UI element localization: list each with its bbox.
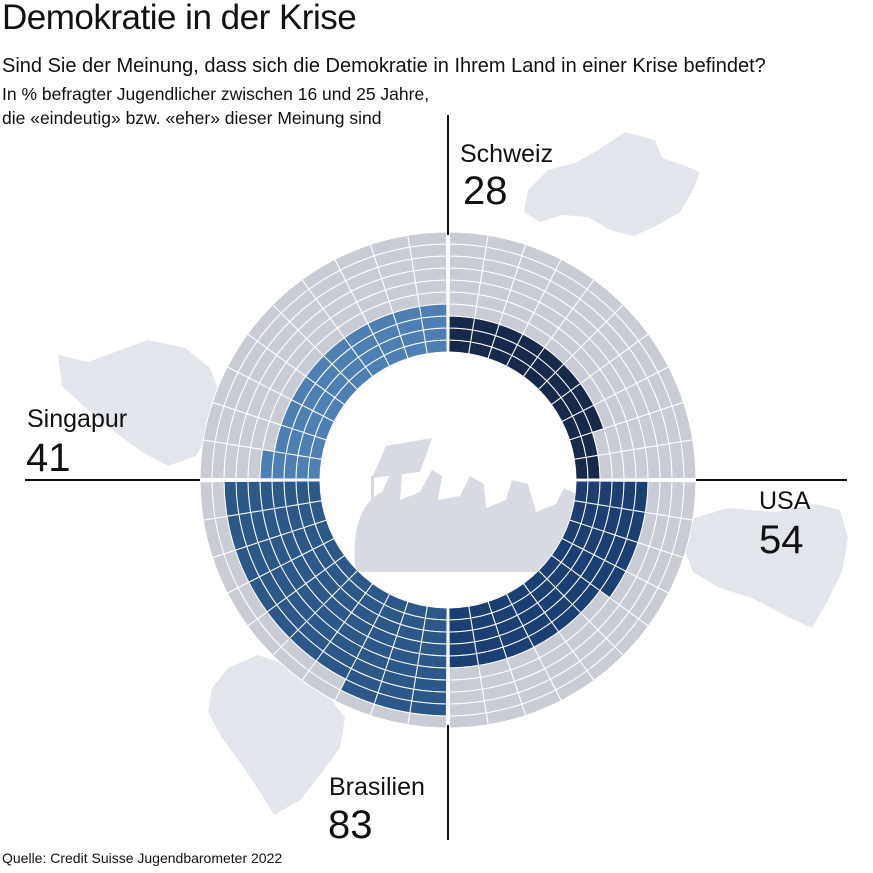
label-singapur: Singapur xyxy=(27,405,127,433)
bar-cell-schweiz xyxy=(449,316,475,330)
empty-cell-schweiz xyxy=(598,453,612,479)
value-singapur: 41 xyxy=(26,436,71,480)
radial-bars xyxy=(200,232,696,728)
bar-cell-usa xyxy=(449,606,471,620)
value-brasilien: 83 xyxy=(328,803,373,847)
label-usa: USA xyxy=(759,487,811,515)
singapore-map-shape xyxy=(58,340,220,466)
label-schweiz: Schweiz xyxy=(460,140,553,168)
bar-cell-usa xyxy=(574,481,588,503)
source-note: Quelle: Credit Suisse Jugendbarometer 20… xyxy=(2,850,282,866)
bar-cell-usa xyxy=(598,481,612,507)
bar-cell-usa xyxy=(449,618,473,632)
bar-cell-brasilien xyxy=(296,481,310,505)
source-text: Credit Suisse Jugendbarometer 2022 xyxy=(50,850,282,866)
bar-cell-singapur xyxy=(296,455,310,479)
label-brasilien: Brasilien xyxy=(329,773,425,801)
bar-cell-singapur xyxy=(284,453,298,479)
flag-shape xyxy=(372,438,432,478)
bar-cell-singapur xyxy=(423,328,447,342)
bar-cell-usa xyxy=(586,481,600,505)
bar-cell-brasilien xyxy=(423,618,447,632)
bar-cell-schweiz xyxy=(449,340,471,354)
bar-cell-schweiz xyxy=(449,328,473,342)
bar-cell-brasilien xyxy=(308,481,322,503)
quadrant-schweiz xyxy=(449,232,696,479)
bar-cell-brasilien xyxy=(421,630,447,644)
bar-cell-usa xyxy=(449,630,475,644)
bar-cell-singapur xyxy=(421,316,447,330)
bar-cell-schweiz xyxy=(586,455,600,479)
bar-cell-brasilien xyxy=(284,481,298,507)
value-schweiz: 28 xyxy=(463,169,508,213)
value-usa: 54 xyxy=(759,518,804,562)
bar-cell-singapur xyxy=(308,457,322,479)
bar-cell-schweiz xyxy=(574,457,588,479)
bar-cell-singapur xyxy=(425,340,447,354)
source-label: Quelle: xyxy=(2,850,46,866)
bar-cell-brasilien xyxy=(425,606,447,620)
flag-pole xyxy=(371,476,374,556)
